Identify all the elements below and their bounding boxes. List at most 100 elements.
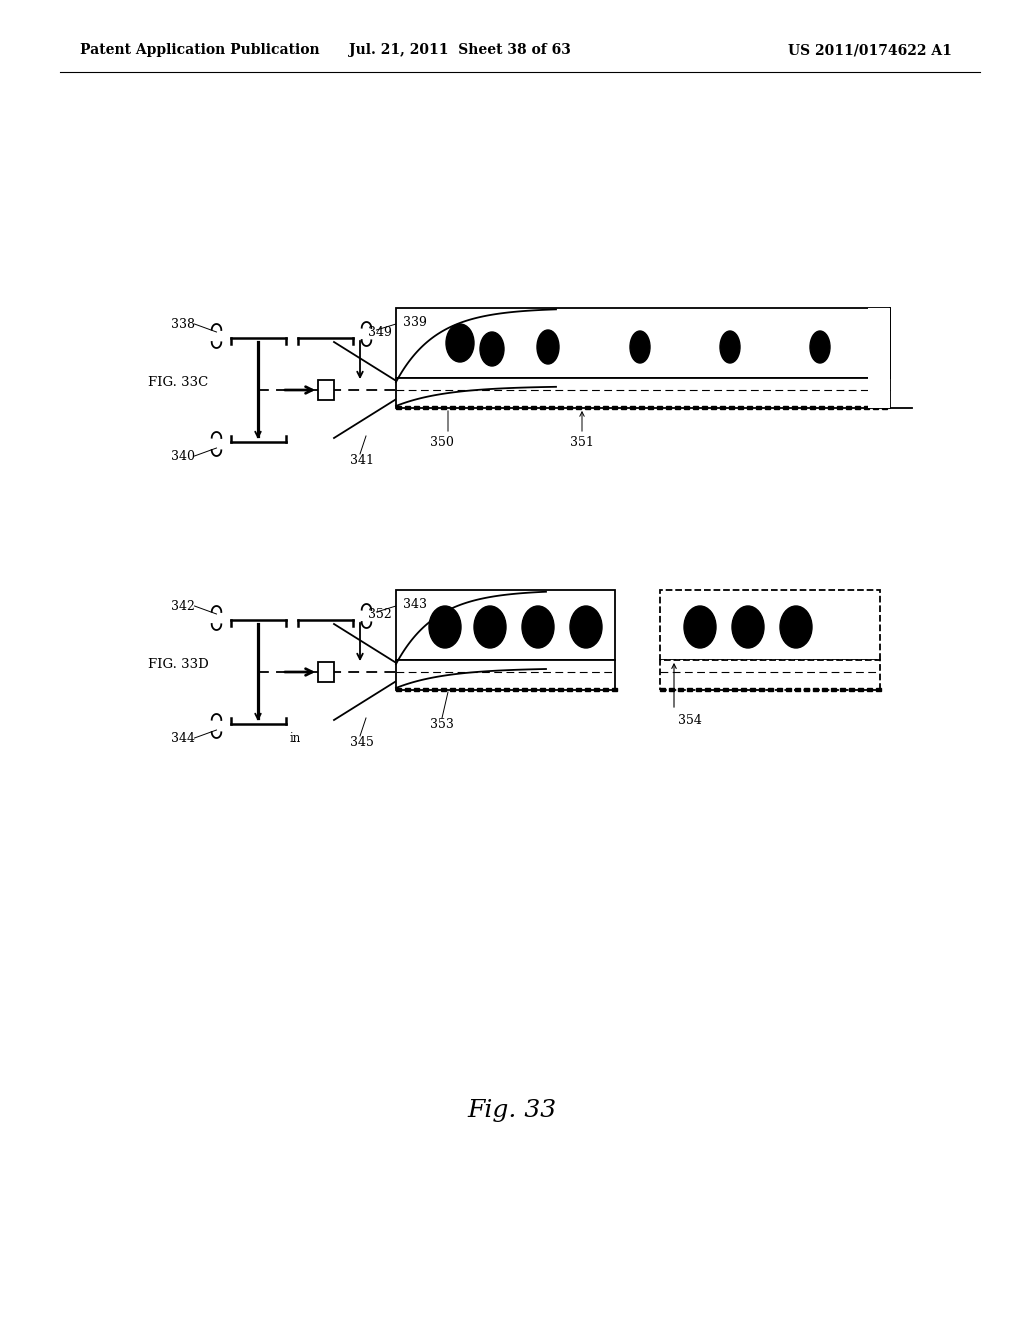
- Bar: [441, 688, 446, 690]
- Bar: [831, 688, 836, 690]
- Ellipse shape: [480, 333, 504, 366]
- Bar: [660, 590, 880, 660]
- Text: US 2011/0174622 A1: US 2011/0174622 A1: [788, 44, 952, 57]
- Bar: [666, 407, 671, 409]
- Bar: [549, 688, 554, 690]
- Bar: [675, 407, 680, 409]
- Bar: [513, 407, 518, 409]
- Bar: [810, 407, 815, 409]
- Bar: [423, 407, 428, 409]
- Text: 343: 343: [402, 598, 427, 610]
- Text: FIG. 33C: FIG. 33C: [148, 375, 208, 388]
- Bar: [819, 407, 824, 409]
- Ellipse shape: [537, 330, 559, 364]
- Text: 340: 340: [171, 450, 195, 462]
- Bar: [396, 407, 401, 409]
- Bar: [639, 407, 644, 409]
- Bar: [531, 407, 536, 409]
- Bar: [522, 407, 527, 409]
- Bar: [696, 688, 701, 690]
- Bar: [750, 688, 755, 690]
- Bar: [612, 688, 617, 690]
- Bar: [396, 308, 890, 378]
- Ellipse shape: [522, 606, 554, 648]
- Bar: [813, 688, 818, 690]
- Bar: [882, 407, 887, 409]
- Bar: [468, 407, 473, 409]
- Bar: [612, 407, 617, 409]
- Text: 353: 353: [430, 718, 454, 730]
- Bar: [432, 688, 437, 690]
- Bar: [585, 688, 590, 690]
- Bar: [777, 688, 782, 690]
- Bar: [406, 688, 410, 690]
- Bar: [504, 688, 509, 690]
- Bar: [660, 660, 880, 690]
- Ellipse shape: [446, 323, 474, 362]
- Bar: [783, 407, 788, 409]
- Bar: [720, 407, 725, 409]
- Bar: [822, 688, 827, 690]
- Bar: [746, 407, 752, 409]
- Bar: [774, 407, 779, 409]
- Bar: [318, 380, 334, 400]
- Text: Patent Application Publication: Patent Application Publication: [80, 44, 319, 57]
- Bar: [450, 407, 455, 409]
- Bar: [804, 688, 809, 690]
- Bar: [396, 378, 890, 408]
- Bar: [768, 688, 773, 690]
- Bar: [459, 688, 464, 690]
- Bar: [558, 407, 563, 409]
- Bar: [687, 688, 692, 690]
- Text: 341: 341: [350, 454, 374, 466]
- Bar: [396, 688, 401, 690]
- Bar: [693, 407, 698, 409]
- Ellipse shape: [810, 331, 830, 363]
- Ellipse shape: [780, 606, 812, 648]
- Bar: [450, 688, 455, 690]
- Bar: [765, 407, 770, 409]
- Bar: [396, 590, 615, 660]
- Bar: [630, 407, 635, 409]
- Text: in: in: [290, 731, 301, 744]
- Bar: [876, 688, 881, 690]
- Bar: [705, 688, 710, 690]
- Bar: [414, 407, 419, 409]
- Bar: [318, 663, 334, 682]
- Ellipse shape: [570, 606, 602, 648]
- Bar: [792, 407, 797, 409]
- Text: 349: 349: [368, 326, 392, 338]
- Text: 354: 354: [678, 714, 701, 726]
- Bar: [702, 407, 707, 409]
- Bar: [657, 407, 662, 409]
- Bar: [441, 407, 446, 409]
- Bar: [660, 688, 665, 690]
- Bar: [603, 407, 608, 409]
- Ellipse shape: [474, 606, 506, 648]
- Bar: [729, 407, 734, 409]
- Bar: [849, 688, 854, 690]
- Bar: [759, 688, 764, 690]
- Text: 344: 344: [171, 731, 195, 744]
- Bar: [522, 688, 527, 690]
- Bar: [540, 688, 545, 690]
- Bar: [873, 407, 878, 409]
- Bar: [738, 407, 743, 409]
- Bar: [567, 407, 572, 409]
- Text: Jul. 21, 2011  Sheet 38 of 63: Jul. 21, 2011 Sheet 38 of 63: [349, 44, 571, 57]
- Bar: [732, 688, 737, 690]
- Bar: [684, 407, 689, 409]
- Bar: [864, 407, 869, 409]
- Bar: [594, 688, 599, 690]
- Ellipse shape: [429, 606, 461, 648]
- Bar: [575, 688, 581, 690]
- Bar: [585, 407, 590, 409]
- Bar: [867, 688, 872, 690]
- Bar: [648, 407, 653, 409]
- Ellipse shape: [684, 606, 716, 648]
- Bar: [495, 407, 500, 409]
- Bar: [594, 407, 599, 409]
- Text: 350: 350: [430, 436, 454, 449]
- Bar: [567, 688, 572, 690]
- Bar: [858, 688, 863, 690]
